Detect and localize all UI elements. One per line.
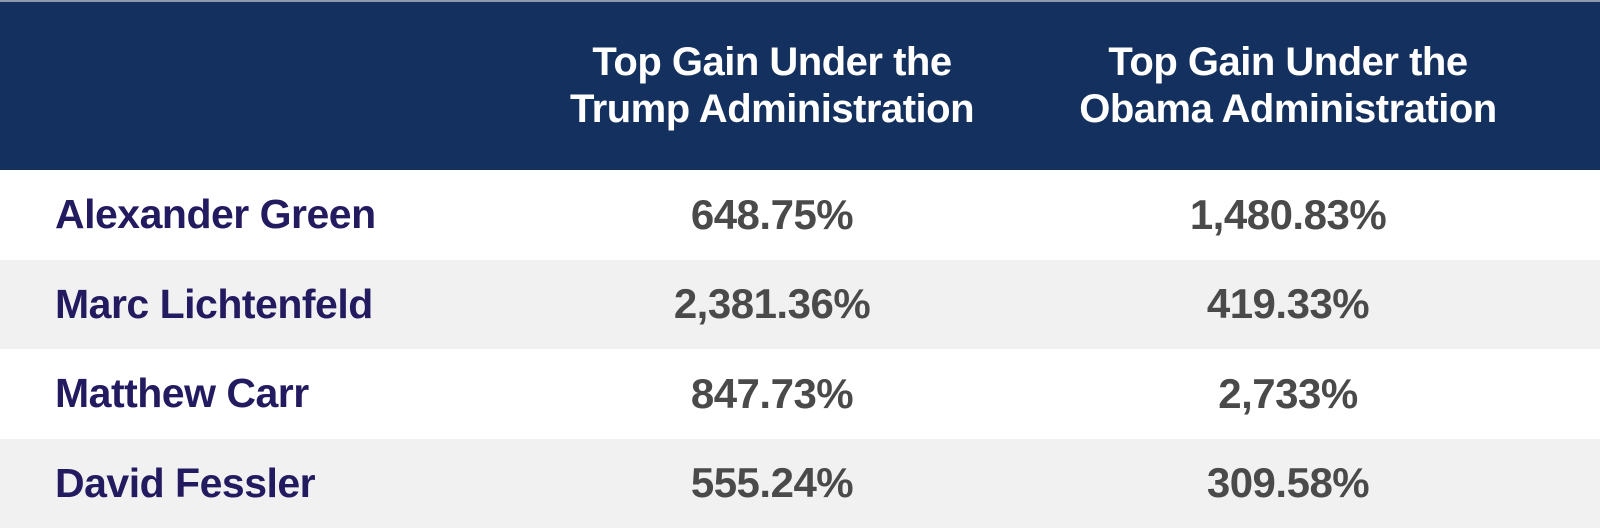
- analyst-name: Matthew Carr: [55, 370, 309, 417]
- analyst-name: Alexander Green: [55, 191, 376, 238]
- trump-gain-value: 648.75%: [690, 190, 854, 238]
- trump-gain-value: 847.73%: [690, 369, 854, 417]
- obama-gain-value: 2,733%: [1218, 369, 1358, 417]
- table-header-row: Top Gain Under the Trump Administration …: [0, 2, 1600, 170]
- table-row: David Fessler 555.24% 309.58%: [0, 438, 1600, 528]
- analyst-name: Marc Lichtenfeld: [55, 280, 373, 327]
- trump-gain-value: 2,381.36%: [673, 280, 871, 328]
- obama-gain-value: 309.58%: [1206, 459, 1370, 507]
- analyst-name: David Fessler: [55, 459, 316, 506]
- table-row: Matthew Carr 847.73% 2,733%: [0, 349, 1600, 439]
- header-cell-obama: Top Gain Under the Obama Administration: [1030, 39, 1546, 133]
- header-cell-trump: Top Gain Under the Trump Administration: [514, 39, 1030, 133]
- header-trump-line2: Trump Administration: [569, 87, 975, 131]
- table-row: Alexander Green 648.75% 1,480.83%: [0, 170, 1600, 260]
- obama-gain-value: 1,480.83%: [1189, 190, 1387, 238]
- obama-gain-value: 419.33%: [1206, 280, 1370, 328]
- trump-gain-value: 555.24%: [690, 459, 854, 507]
- table-row: Marc Lichtenfeld 2,381.36% 419.33%: [0, 259, 1600, 349]
- header-trump-line1: Top Gain Under the: [592, 39, 952, 84]
- header-obama-line2: Obama Administration: [1079, 87, 1497, 131]
- header-obama-line1: Top Gain Under the: [1108, 39, 1468, 84]
